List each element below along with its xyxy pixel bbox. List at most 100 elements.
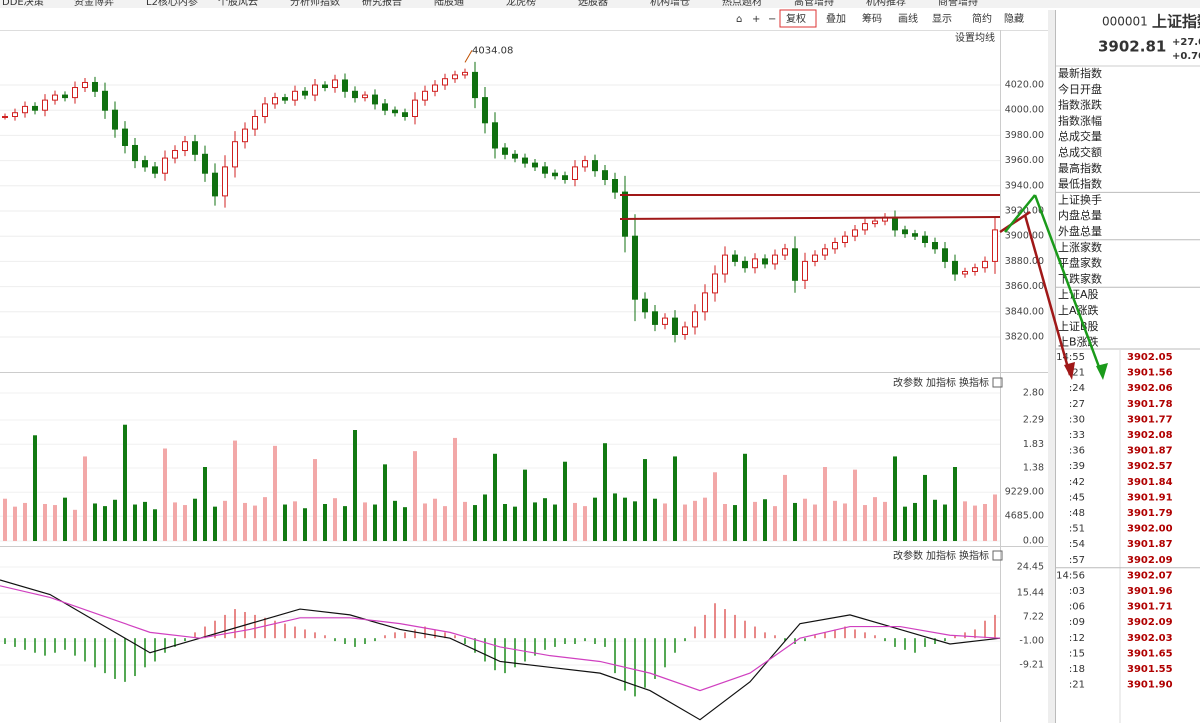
toolbar-button[interactable]: 隐藏 [1004,13,1024,25]
tick-time: :57 [1069,555,1085,566]
menu-item[interactable]: 选股器 [578,0,608,8]
panel-button[interactable]: 改参数 [893,549,923,562]
quote-price: 3902.81 [1098,38,1166,56]
menu-item[interactable]: 机构推荐 [866,0,906,8]
menu-item[interactable]: DDE决策 [2,0,44,8]
candle-body [322,84,328,89]
candle-body [352,90,358,99]
menu-item[interactable]: 机构增仓 [650,0,690,8]
volume-bar [943,504,947,541]
candle-body [822,248,828,256]
panel-button[interactable]: 改参数 [893,376,923,389]
volume-bar [323,504,327,541]
toolbar-button[interactable]: 显示 [932,13,952,25]
y-tick-label: 1.38 [1023,463,1044,474]
y-tick-label: 4020.00 [1005,80,1044,91]
candle-body [792,248,798,281]
tick-price: 3901.87 [1127,539,1173,550]
menu-item[interactable]: 热点题材 [722,0,762,8]
menu-item[interactable]: L2核心内参 [146,0,198,8]
toolbar-button[interactable]: 筹码 [862,12,882,25]
tick-price: 3901.65 [1127,648,1173,659]
candle-body [502,147,508,155]
candle-body [732,254,738,262]
menu-item[interactable]: 陆股通 [434,0,464,8]
tick-price: 3901.71 [1127,602,1173,613]
toolbar-button[interactable]: 叠加 [826,13,846,25]
menu-item[interactable]: 研究报告 [362,0,402,8]
candle-body [852,229,858,237]
candle-body [772,254,778,265]
panel-close[interactable] [992,377,1003,388]
y-tick-label: 2.80 [1023,388,1044,399]
tick-price: 3901.87 [1127,446,1173,457]
volume-bar [763,499,767,541]
candle-body [652,311,658,325]
volume-bar [553,504,557,541]
tick-price: 3902.08 [1127,430,1173,441]
menu-item[interactable]: 分析师指数 [290,0,340,8]
tick-time: :30 [1069,414,1085,425]
toolbar-button[interactable]: 简约 [972,12,992,25]
candle-body [542,166,548,174]
volume-bar [143,501,147,541]
candle-body [942,248,948,262]
candle-body [382,103,388,111]
candle-body [892,216,898,231]
candle-body [722,254,728,275]
tick-time: :54 [1069,539,1085,550]
tick-price: 3901.79 [1127,508,1173,519]
tick-price: 3902.09 [1127,617,1173,628]
volume-bar [603,443,607,541]
volume-bar [643,459,647,541]
settings-link[interactable]: 设置均线 [955,31,995,44]
volume-bar [913,502,917,541]
panel-button[interactable]: 加指标 [926,549,956,562]
toolbar-icon[interactable]: + [752,14,760,25]
candle-body [582,160,588,168]
tick-time: :21 [1069,368,1085,379]
volume-bar [783,474,787,541]
volume-bar [983,504,987,541]
toolbar-icon[interactable]: ⌂ [736,14,742,25]
panel-close[interactable] [992,550,1003,561]
candle-body [962,270,968,275]
panel-button[interactable]: 换指标 [959,376,989,389]
quote-field: 总成交量 [1058,129,1102,143]
quote-name: 上证指数 [1152,13,1200,31]
candle-body [262,103,268,118]
candle-body [512,153,518,159]
toolbar-button[interactable]: 复权 [786,12,806,25]
menu-item[interactable]: 高管增持 [794,0,834,8]
candle-body [592,160,598,172]
candle-body [392,109,398,114]
quote-field: 指数涨跌 [1058,98,1102,112]
candle-body [282,97,288,101]
menu-item[interactable]: 资金博弈 [74,0,114,8]
quote-field: 指数涨幅 [1058,113,1102,127]
candle-body [642,298,648,313]
tick-price: 3902.07 [1127,570,1173,581]
candle-body [562,175,568,181]
macd-line [0,585,1001,692]
candle-body [752,258,758,269]
panel-button[interactable]: 加指标 [926,376,956,389]
panel-button[interactable]: 换指标 [959,549,989,562]
candle-body [332,79,338,89]
annotations [619,194,1108,380]
volume-bar [263,497,267,541]
candle-body [192,141,198,155]
candle-body [62,94,68,99]
toolbar-button[interactable]: 画线 [898,12,918,25]
tick-time: :27 [1069,399,1085,410]
tick-time: :45 [1069,492,1085,503]
menu-item[interactable]: 商誉增持 [938,0,978,8]
volume-bar [853,469,857,541]
candle-body [572,166,578,180]
menu-item[interactable]: 龙虎榜 [506,0,536,8]
volume-bar [563,461,567,541]
menu-item[interactable]: 个股风云 [218,0,258,8]
toolbar-icon[interactable]: − [768,14,776,25]
y-tick-label: 9229.00 [1005,487,1044,498]
volume-bar [993,494,997,541]
